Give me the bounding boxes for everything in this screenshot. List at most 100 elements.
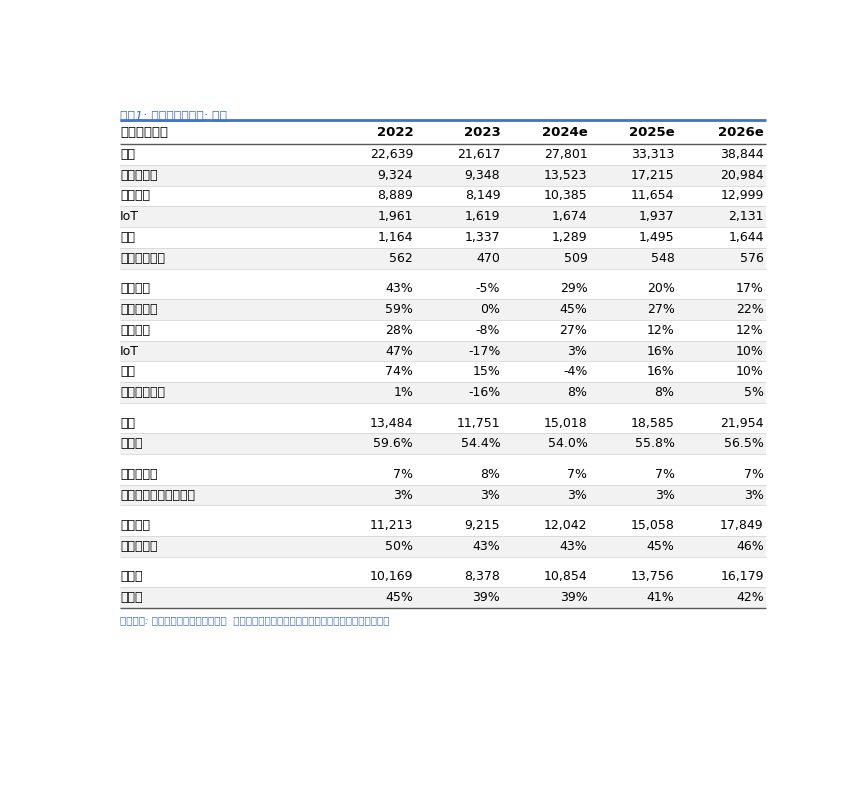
Text: 43%: 43% (560, 540, 587, 553)
Bar (120, 299, 766, 320)
Text: 同比增速: 同比增速 (120, 282, 151, 295)
Bar (120, 227, 766, 248)
Bar (120, 536, 766, 557)
Text: 548: 548 (650, 251, 675, 265)
Bar (120, 206, 766, 227)
Text: 13,484: 13,484 (369, 416, 413, 430)
Text: 2022: 2022 (376, 126, 413, 139)
Text: 收入: 收入 (120, 147, 135, 161)
Text: 图表1: 台积电财务预测: 年度: 图表1: 台积电财务预测: 年度 (120, 109, 227, 123)
Text: 2,131: 2,131 (728, 210, 764, 223)
Text: 29%: 29% (560, 282, 587, 295)
Text: 数字消费电子: 数字消费电子 (120, 251, 165, 265)
Bar (120, 341, 766, 362)
Text: 16%: 16% (647, 366, 675, 378)
Text: 9,348: 9,348 (465, 169, 500, 182)
Text: 27,801: 27,801 (544, 147, 587, 161)
Text: 12,042: 12,042 (544, 519, 587, 532)
Text: 3%: 3% (655, 488, 675, 502)
Text: 7%: 7% (744, 468, 764, 481)
Text: 10,854: 10,854 (544, 570, 587, 584)
Text: 数字消费电子: 数字消费电子 (120, 386, 165, 399)
Text: 22,639: 22,639 (369, 147, 413, 161)
Text: 3%: 3% (567, 488, 587, 502)
Text: -4%: -4% (563, 366, 587, 378)
Text: 营业利润率: 营业利润率 (120, 540, 157, 553)
Text: 56.5%: 56.5% (724, 437, 764, 450)
Bar (120, 121, 766, 144)
Text: 27%: 27% (560, 324, 587, 337)
Text: 74%: 74% (385, 366, 413, 378)
Text: 8,889: 8,889 (377, 190, 413, 202)
Text: 7%: 7% (655, 468, 675, 481)
Text: 12%: 12% (647, 324, 675, 337)
Text: 1,961: 1,961 (378, 210, 413, 223)
Bar (120, 412, 766, 434)
Text: 11,213: 11,213 (369, 519, 413, 532)
Text: 20%: 20% (647, 282, 675, 295)
Text: 59%: 59% (385, 303, 413, 316)
Text: 资料来源: 公司公告、国盛证券研究所  注：分业务数据根据披露占比计算得出、可能存在误差。: 资料来源: 公司公告、国盛证券研究所 注：分业务数据根据披露占比计算得出、可能存… (120, 615, 390, 626)
Text: -5%: -5% (476, 282, 500, 295)
Bar (120, 485, 766, 505)
Text: 3%: 3% (480, 488, 500, 502)
Text: 22%: 22% (736, 303, 764, 316)
Text: 12,999: 12,999 (721, 190, 764, 202)
Text: -17%: -17% (468, 344, 500, 358)
Text: 54.0%: 54.0% (548, 437, 587, 450)
Text: 净利率: 净利率 (120, 592, 143, 604)
Bar (120, 278, 766, 299)
Text: 智能手机: 智能手机 (120, 324, 151, 337)
Text: 高性能计算: 高性能计算 (120, 303, 157, 316)
Bar (120, 515, 766, 536)
Text: 27%: 27% (647, 303, 675, 316)
Text: 3%: 3% (394, 488, 413, 502)
Text: 18,585: 18,585 (631, 416, 675, 430)
Text: 15,058: 15,058 (631, 519, 675, 532)
Text: 毛利率: 毛利率 (120, 437, 143, 450)
Text: 销售及一般行政费用率: 销售及一般行政费用率 (120, 488, 195, 502)
Bar (120, 588, 766, 608)
Text: 12%: 12% (736, 324, 764, 337)
Text: 46%: 46% (736, 540, 764, 553)
Bar (120, 320, 766, 341)
Text: 28%: 28% (385, 324, 413, 337)
Text: 59.6%: 59.6% (374, 437, 413, 450)
Text: 9,215: 9,215 (465, 519, 500, 532)
Text: 3%: 3% (744, 488, 764, 502)
Text: 13,523: 13,523 (544, 169, 587, 182)
Bar (120, 186, 766, 206)
Text: 41%: 41% (647, 592, 675, 604)
Bar (120, 434, 766, 454)
Text: IoT: IoT (120, 210, 139, 223)
Text: 2025e: 2025e (629, 126, 675, 139)
Text: 2024e: 2024e (541, 126, 587, 139)
Text: 54.4%: 54.4% (460, 437, 500, 450)
Bar (120, 165, 766, 186)
Text: 13,756: 13,756 (631, 570, 675, 584)
Text: 智能手机: 智能手机 (120, 190, 151, 202)
Text: 10%: 10% (736, 366, 764, 378)
Text: 562: 562 (389, 251, 413, 265)
Text: 7%: 7% (567, 468, 587, 481)
Bar (120, 362, 766, 382)
Bar (120, 144, 766, 165)
Text: 43%: 43% (472, 540, 500, 553)
Text: 汽车: 汽车 (120, 366, 135, 378)
Text: 470: 470 (477, 251, 500, 265)
Text: 毛利: 毛利 (120, 416, 135, 430)
Text: 2026e: 2026e (718, 126, 764, 139)
Text: 21,954: 21,954 (721, 416, 764, 430)
Text: 16%: 16% (647, 344, 675, 358)
Bar (120, 382, 766, 403)
Text: 45%: 45% (385, 592, 413, 604)
Text: 汽车: 汽车 (120, 231, 135, 244)
Text: 5%: 5% (744, 386, 764, 399)
Text: -8%: -8% (476, 324, 500, 337)
Text: 42%: 42% (736, 592, 764, 604)
Text: 1,495: 1,495 (639, 231, 675, 244)
Text: 50%: 50% (385, 540, 413, 553)
Text: 8,149: 8,149 (465, 190, 500, 202)
Text: （亿新台币）: （亿新台币） (120, 126, 168, 139)
Text: 10,169: 10,169 (369, 570, 413, 584)
